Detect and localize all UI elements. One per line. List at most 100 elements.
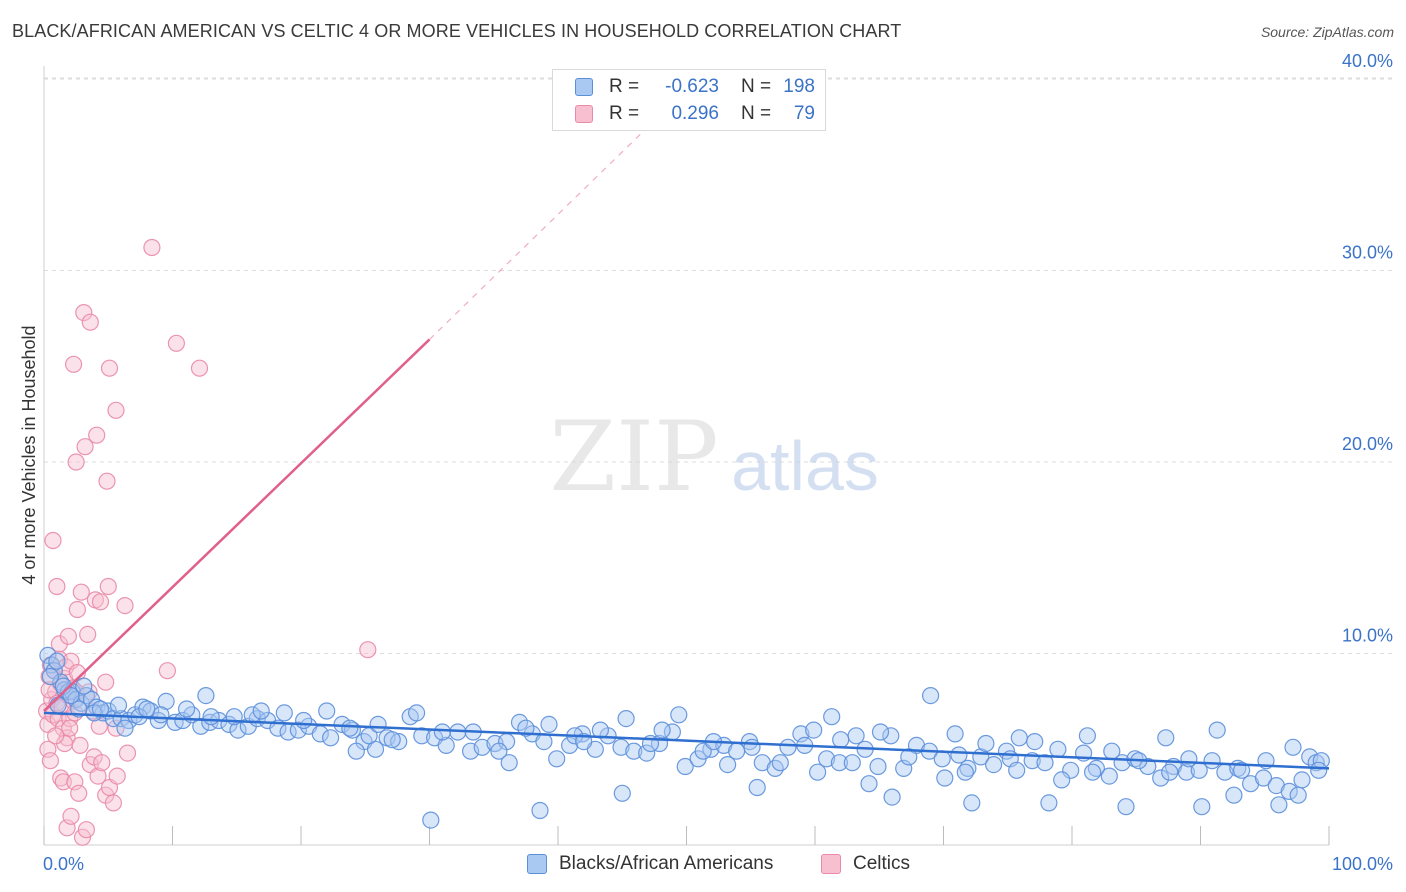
celtics-point <box>107 719 125 737</box>
axes <box>43 66 1330 846</box>
watermark-zip: ZIP <box>549 401 718 513</box>
series-swatch-blue <box>527 854 547 874</box>
y-tick-label: 10.0% <box>1342 626 1393 646</box>
black-african-american-point <box>1225 786 1243 804</box>
black-african-american-point <box>771 754 789 772</box>
legend-r-label: R = <box>609 76 640 97</box>
black-african-american-point <box>1289 786 1307 804</box>
celtics-point <box>89 767 107 785</box>
black-african-american-point <box>613 784 631 802</box>
black-african-american-point <box>1284 738 1302 756</box>
legend-r-value: -0.623 <box>665 76 719 97</box>
celtics-point <box>190 359 209 377</box>
black-african-american-point <box>437 736 455 755</box>
series-legend-pink[interactable]: Celtics <box>821 853 910 875</box>
celtics-point <box>81 313 99 331</box>
black-african-american-point <box>1280 782 1298 801</box>
black-african-american-point <box>347 742 365 760</box>
series-label-pink: Celtics <box>853 853 911 874</box>
x-tick-label-max: 100.0% <box>1332 854 1393 874</box>
black-african-american-point <box>748 778 766 797</box>
black-african-american-point <box>1103 742 1121 760</box>
legend-row-pink: R = 0.296 N = 79 <box>575 101 815 127</box>
black-african-american-point <box>718 755 737 774</box>
series-legend-blue[interactable]: Blacks/African Americans <box>527 853 773 875</box>
legend-n-label: N = <box>741 76 772 97</box>
black-african-american-point <box>670 706 688 724</box>
black-african-american-point <box>984 755 1003 774</box>
y-tick-label: 30.0% <box>1342 243 1393 263</box>
black-african-american-point <box>178 700 196 718</box>
celtics-point <box>71 736 89 755</box>
legend-r-label: R = <box>609 103 640 124</box>
celtics-point <box>116 596 134 615</box>
black-african-american-point <box>510 713 529 732</box>
black-african-american-point <box>950 746 968 764</box>
black-african-american-point <box>1026 732 1044 751</box>
watermark: ZIP atlas <box>549 401 879 513</box>
black-african-american-point <box>390 732 408 751</box>
black-african-american-point <box>49 696 67 714</box>
black-african-american-point <box>1270 796 1288 814</box>
black-african-american-point <box>933 750 951 768</box>
celtics-point <box>107 401 125 419</box>
black-african-american-point <box>1083 763 1102 781</box>
black-african-american-point <box>676 757 694 776</box>
black-african-american-point <box>882 727 900 745</box>
black-african-american-point <box>369 715 387 734</box>
black-african-american-point <box>823 708 841 726</box>
black-african-american-point <box>847 727 865 745</box>
celtics-point <box>61 719 79 737</box>
y-axis-label: 4 or more Vehicles in Household <box>19 325 39 584</box>
series-legend: Blacks/African Americans Celtics <box>0 853 1406 877</box>
black-african-american-point <box>883 788 901 806</box>
celtics-point <box>77 821 96 839</box>
black-african-american-point <box>91 700 110 718</box>
celtics-point <box>46 727 65 745</box>
legend-n-value: 198 <box>783 76 815 97</box>
legend-swatch-blue <box>575 78 593 96</box>
black-african-american-point <box>1100 767 1118 785</box>
x-tick-label-min: 0.0% <box>43 854 84 874</box>
legend-r-value: 0.296 <box>671 103 719 124</box>
celtics-point <box>48 577 66 596</box>
black-african-american-point <box>830 754 849 772</box>
black-african-american-point <box>540 715 558 734</box>
y-tick-label: 20.0% <box>1342 434 1393 454</box>
black-african-american-point <box>433 723 451 741</box>
celtics-point <box>100 359 119 377</box>
black-african-american-point <box>743 738 761 756</box>
black-african-american-point <box>1152 769 1170 787</box>
black-african-american-point <box>1293 771 1311 789</box>
black-african-american-point <box>109 696 128 714</box>
black-african-american-point <box>1203 752 1221 770</box>
black-african-american-point <box>900 748 918 766</box>
black-african-american-point <box>1008 761 1026 779</box>
black-african-american-point <box>817 750 836 768</box>
black-african-american-point <box>963 794 981 812</box>
celtics-point <box>143 238 161 257</box>
black-african-american-point <box>832 731 850 749</box>
black-african-american-point <box>1208 721 1226 739</box>
black-african-american-point <box>408 704 426 722</box>
celtics-point <box>99 577 117 596</box>
black-african-american-point <box>638 744 656 762</box>
series-swatch-pink <box>821 854 841 874</box>
celtics-point <box>62 807 80 825</box>
celtics-point <box>91 593 110 611</box>
correlation-legend: R = -0.623 N = 198 R = 0.296 N = 79 <box>552 69 826 131</box>
black-african-american-point <box>1310 761 1328 779</box>
celtics-points <box>37 238 377 846</box>
black-african-american-point <box>1049 740 1067 758</box>
black-african-american-point <box>41 667 60 686</box>
pink-trend-extension <box>429 126 649 340</box>
celtics-point <box>167 334 185 352</box>
black-african-american-point <box>275 704 293 722</box>
celtics-point <box>72 583 90 601</box>
black-african-american-point <box>531 801 549 820</box>
black-african-american-point <box>197 686 215 705</box>
celtics-point <box>75 304 93 322</box>
black-african-american-point <box>535 732 553 751</box>
celtics-point <box>108 767 126 785</box>
